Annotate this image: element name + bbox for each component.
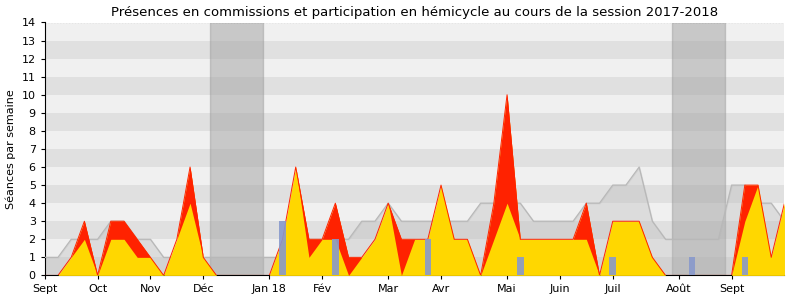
Bar [279,221,286,275]
Bar [517,257,524,275]
Bar [45,95,784,113]
Bar [424,239,431,275]
Bar [45,40,784,58]
Y-axis label: Séances par semaine: Séances par semaine [6,89,16,209]
Bar [45,167,784,185]
Title: Présences en commissions et participation en hémicycle au cours de la session 20: Présences en commissions et participatio… [111,6,718,19]
Bar [45,149,784,167]
Bar [45,239,784,257]
Bar [45,77,784,95]
Bar [45,257,784,275]
Bar [210,22,263,275]
Bar [45,203,784,221]
Bar [45,58,784,77]
Bar [45,113,784,131]
Bar [45,131,784,149]
Bar [45,185,784,203]
Bar [742,257,748,275]
Bar [45,22,784,40]
Bar [332,239,339,275]
Bar [672,22,725,275]
Bar [689,257,695,275]
Bar [609,257,616,275]
Bar [45,221,784,239]
